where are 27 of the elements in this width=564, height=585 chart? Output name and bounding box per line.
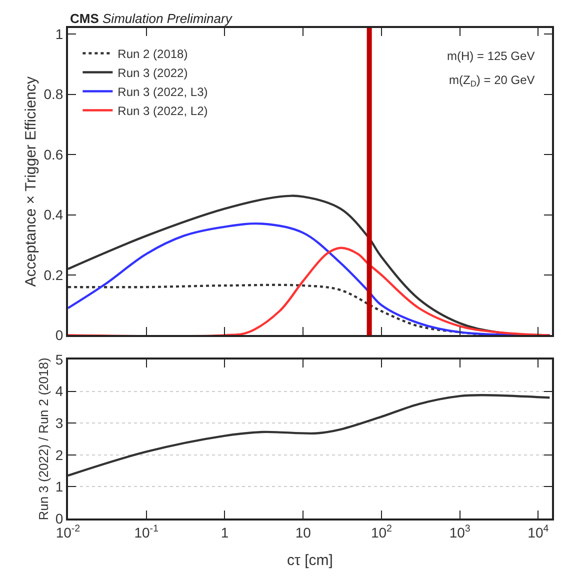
chart-title: CMS Simulation Preliminary — [70, 11, 234, 26]
annotation: m(H) = 125 GeV — [447, 49, 535, 63]
y-axis-title: Run 3 (2022) / Run 2 (2018) — [36, 358, 51, 520]
legend-label: Run 3 (2022) — [118, 66, 188, 80]
y-tick-label: 0.8 — [44, 86, 64, 102]
legend-label: Run 3 (2022, L2) — [118, 104, 208, 118]
y-tick-label: 0.6 — [44, 146, 64, 162]
y-tick-label: 1 — [55, 26, 64, 42]
x-tick-label: 10$^{4}$ — [528, 523, 550, 540]
x-tick-label: 1 — [220, 524, 229, 540]
y-tick-label: 0.4 — [44, 206, 64, 223]
annotation: m(Z$_{D}$) = 20 GeV — [449, 73, 535, 89]
x-tick-label: 10$^{-1}$ — [134, 523, 159, 540]
y-tick-label: 5 — [55, 351, 64, 368]
y-tick-label: 3 — [55, 414, 64, 431]
y-tick-label: 2 — [55, 446, 64, 463]
legend-label: Run 2 (2018) — [118, 46, 188, 61]
x-tick-label: 10 — [295, 524, 312, 540]
x-tick-label: 10$^{2}$ — [370, 523, 392, 540]
y-tick-label: 0 — [55, 327, 64, 344]
y-tick-label: 4 — [55, 383, 64, 400]
x-axis-title: cτ [cm] — [287, 552, 333, 569]
x-tick-label: 10$^{3}$ — [449, 523, 471, 540]
y-axis-title: Acceptance × Trigger Efficiency — [22, 76, 40, 287]
legend-label: Run 3 (2022, L3) — [118, 84, 208, 99]
y-tick-label: 1 — [55, 478, 64, 495]
y-tick-label: 0.2 — [44, 266, 64, 283]
